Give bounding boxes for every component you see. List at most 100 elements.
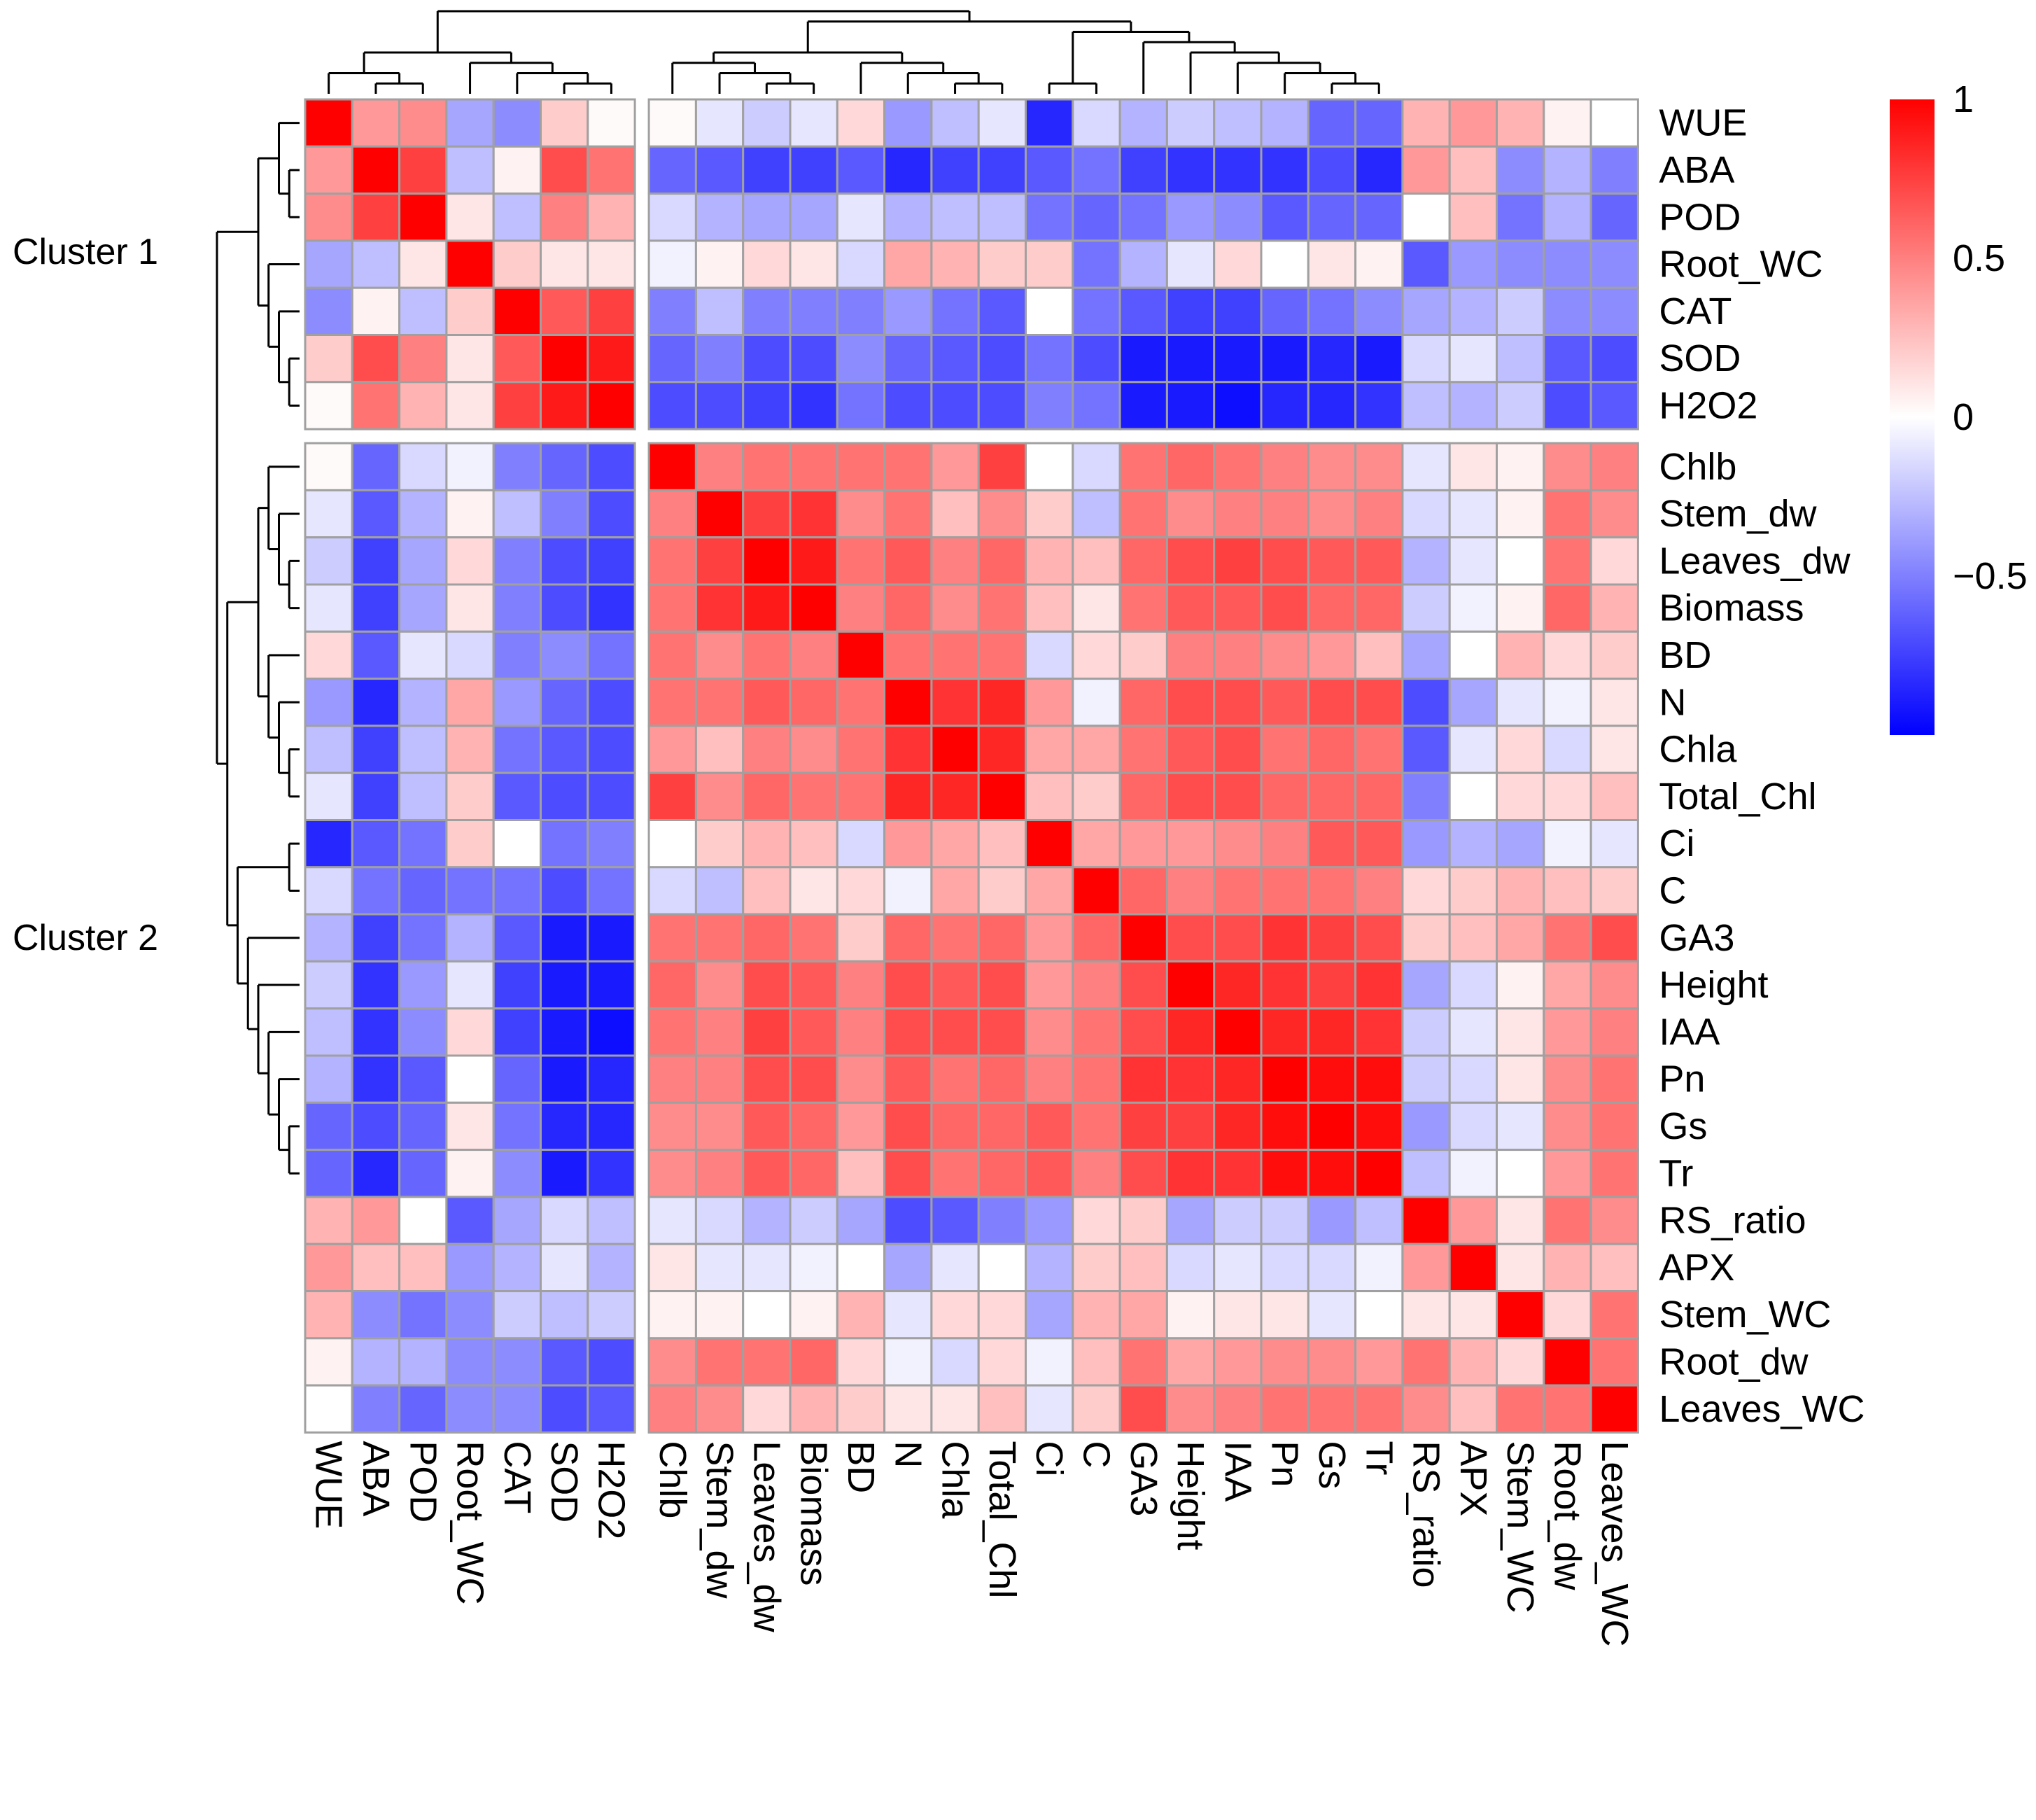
heatmap-cell [1260, 724, 1310, 774]
heatmap-cell [1072, 819, 1121, 869]
heatmap-cell [694, 1384, 745, 1434]
heatmap-cell [1025, 630, 1074, 680]
heatmap-cell [1118, 442, 1168, 491]
heatmap-cell [1165, 1337, 1216, 1387]
heatmap-cell [977, 442, 1027, 491]
heatmap-cell [694, 1290, 745, 1340]
heatmap-cell [1072, 1054, 1121, 1104]
heatmap-cell [1543, 489, 1592, 539]
heatmap-cell [540, 442, 589, 491]
heatmap-cell [1448, 771, 1498, 821]
heatmap-cell [789, 145, 838, 195]
heatmap-cell [398, 239, 448, 289]
heatmap-cell [351, 334, 401, 384]
heatmap-cell [647, 1337, 697, 1387]
heatmap-cell [883, 1384, 933, 1434]
heatmap-cell [1165, 724, 1216, 774]
heatmap-cell [492, 536, 542, 586]
heatmap-cell [742, 286, 792, 337]
heatmap-cell [1543, 1196, 1592, 1245]
heatmap-cell [445, 1054, 495, 1104]
heatmap-cell [1118, 381, 1168, 430]
heatmap-cell [1496, 678, 1545, 727]
row-label: IAA [1659, 1011, 1720, 1053]
column-label: SOD [543, 1441, 585, 1522]
heatmap-cell [1213, 1054, 1263, 1104]
heatmap-cell [1165, 334, 1216, 384]
heatmap-cell [1401, 913, 1451, 962]
row-label: H2O2 [1659, 384, 1757, 426]
heatmap-cell [445, 583, 495, 633]
heatmap-cell [1307, 771, 1357, 821]
heatmap-cell [445, 98, 495, 148]
heatmap-cell [398, 536, 448, 586]
heatmap-cell [977, 771, 1027, 821]
row-label: Chlb [1659, 446, 1736, 488]
heatmap-cell [1589, 583, 1639, 633]
heatmap-cell [1401, 1007, 1451, 1057]
heatmap-cell [540, 1290, 589, 1340]
heatmap-cell [1260, 381, 1310, 430]
heatmap-cell [351, 583, 401, 633]
heatmap-cell [742, 1007, 792, 1057]
heatmap-cell [1589, 1149, 1639, 1198]
heatmap-cell [789, 192, 838, 242]
heatmap-cell [930, 960, 980, 1010]
heatmap-cell [930, 334, 980, 384]
heatmap-cell [1118, 239, 1168, 289]
heatmap-cell [1213, 286, 1263, 337]
heatmap-cell [1448, 1242, 1498, 1292]
heatmap-cell [1354, 239, 1404, 289]
heatmap-cell [694, 866, 745, 916]
heatmap-cell [351, 98, 401, 148]
heatmap-cell [1307, 583, 1357, 633]
heatmap-cell [1354, 1290, 1404, 1340]
heatmap-cell [445, 1242, 495, 1292]
heatmap-cell [398, 583, 448, 633]
heatmap-cell [1025, 381, 1074, 430]
heatmap-cell [1448, 1007, 1498, 1057]
heatmap-cell [1165, 583, 1216, 633]
heatmap-cell [1354, 866, 1404, 916]
heatmap-cell [977, 98, 1027, 148]
heatmap-cell [694, 1007, 745, 1057]
heatmap-cell [1354, 192, 1404, 242]
heatmap-cell [1448, 442, 1498, 491]
heatmap-cell [1496, 1196, 1545, 1245]
heatmap-cell [492, 960, 542, 1010]
heatmap-cell [1354, 1007, 1404, 1057]
heatmap-cell [398, 1337, 448, 1387]
heatmap-cell [930, 583, 980, 633]
heatmap-cell [1543, 1007, 1592, 1057]
heatmap-cell [304, 1149, 353, 1198]
heatmap-cell [1448, 1101, 1498, 1152]
heatmap-cell [647, 239, 697, 289]
column-label: WUE [308, 1441, 350, 1529]
heatmap-cell [1165, 819, 1216, 869]
color-legend: 1 0.5 0 −0.5 [1890, 78, 2028, 735]
heatmap-cell [1165, 98, 1216, 148]
heatmap-cell [351, 192, 401, 242]
heatmap-cell [398, 98, 448, 148]
heatmap-cell [1307, 630, 1357, 680]
heatmap-cell [492, 239, 542, 289]
heatmap-cell [445, 489, 495, 539]
heatmap-cell [1589, 442, 1639, 491]
heatmap-cell [977, 536, 1027, 586]
heatmap-cell [1496, 1054, 1545, 1104]
heatmap-cell [1072, 98, 1121, 148]
heatmap-cell [1307, 381, 1357, 430]
heatmap-cell [1354, 678, 1404, 727]
heatmap-cell [1543, 334, 1592, 384]
heatmap-cell [1589, 819, 1639, 869]
heatmap-cell [789, 771, 838, 821]
heatmap-cell [445, 1384, 495, 1434]
heatmap-cell [540, 866, 589, 916]
heatmap-cell [883, 678, 933, 727]
heatmap-cell [304, 819, 353, 869]
heatmap-cell [647, 334, 697, 384]
heatmap-cell [1072, 489, 1121, 539]
heatmap-cell [445, 1196, 495, 1245]
heatmap-cell [492, 98, 542, 148]
heatmap-cell [351, 1290, 401, 1340]
